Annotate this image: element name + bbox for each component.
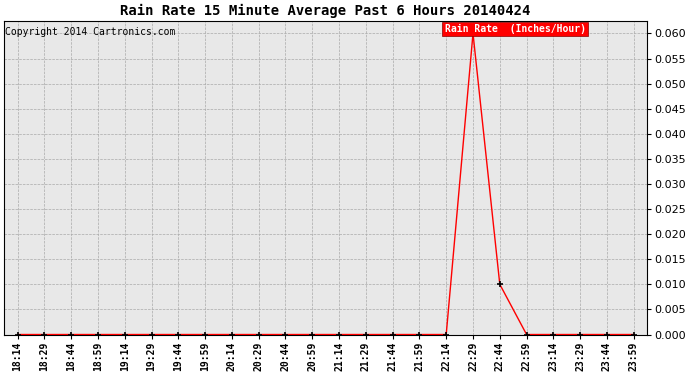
Text: Rain Rate  (Inches/Hour): Rain Rate (Inches/Hour) [444, 24, 586, 34]
Title: Rain Rate 15 Minute Average Past 6 Hours 20140424: Rain Rate 15 Minute Average Past 6 Hours… [121, 4, 531, 18]
Text: Copyright 2014 Cartronics.com: Copyright 2014 Cartronics.com [6, 27, 176, 37]
